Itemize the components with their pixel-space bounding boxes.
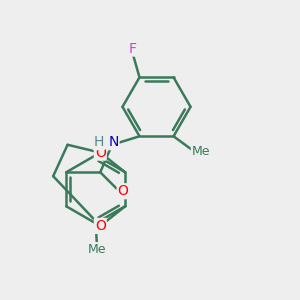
Text: N: N (108, 135, 119, 149)
Text: F: F (129, 42, 137, 56)
Text: O: O (95, 146, 106, 160)
Text: O: O (118, 184, 129, 198)
Text: H: H (94, 135, 104, 149)
Text: Me: Me (88, 243, 106, 256)
Text: O: O (95, 219, 106, 233)
Text: Me: Me (192, 146, 210, 158)
